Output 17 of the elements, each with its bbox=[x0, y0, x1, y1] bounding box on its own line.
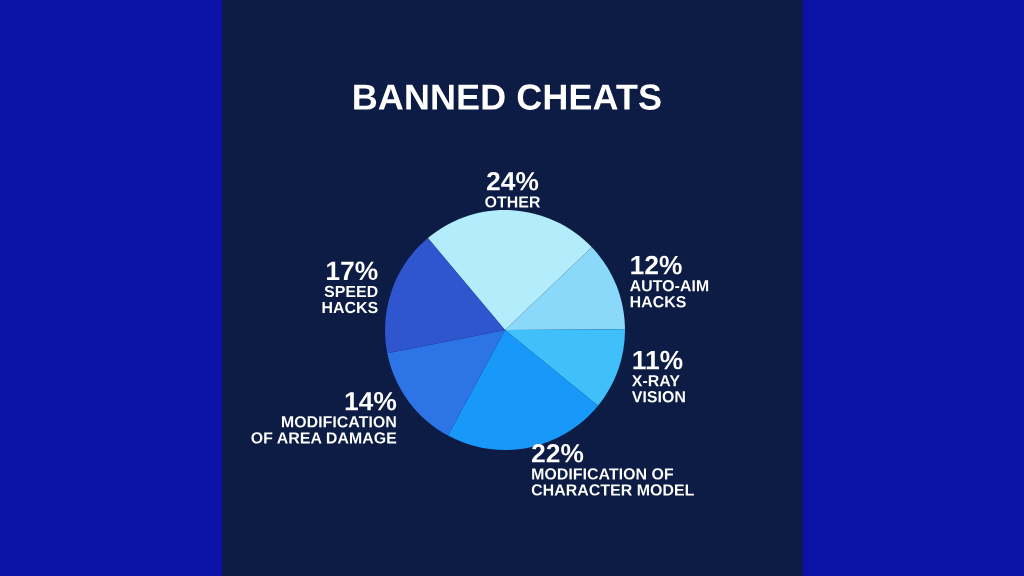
chart-title: BANNED CHEATS bbox=[354, 84, 661, 110]
slice-label: AUTO-AIM HACKS bbox=[630, 280, 709, 308]
data-label: 17% bbox=[327, 261, 378, 281]
slice-label: SPEED HACKS bbox=[322, 285, 378, 314]
slice-label: OTHER bbox=[485, 196, 541, 208]
pie-slice bbox=[427, 210, 592, 330]
data-label: 12% bbox=[631, 255, 682, 275]
data-label: 14% bbox=[345, 391, 397, 411]
slice-label: MODIFICATION OF CHARACTER MODEL bbox=[531, 468, 694, 496]
data-label: 11% bbox=[633, 350, 683, 370]
pie-slice bbox=[505, 247, 625, 330]
data-label: 24% bbox=[487, 171, 539, 191]
pie-slice bbox=[505, 329, 625, 406]
slice-label: MODIFICATION OF AREA DAMAGE bbox=[251, 416, 397, 444]
slice-label: X-RAY VISION bbox=[631, 375, 685, 403]
data-label: 22% bbox=[532, 443, 584, 463]
pie-slice bbox=[385, 238, 505, 354]
